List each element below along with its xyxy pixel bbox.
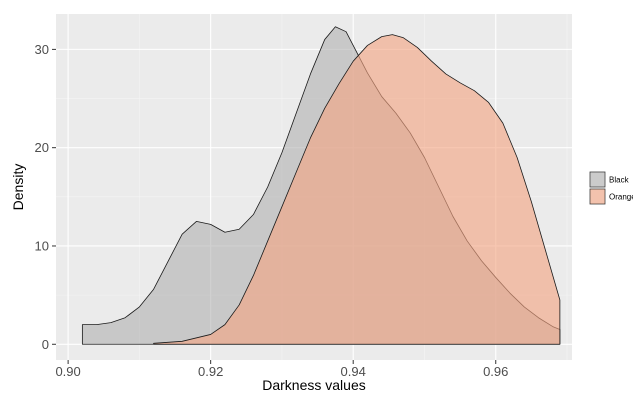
y-tick-label: 0 <box>42 337 49 352</box>
x-axis: 0.90 0.92 0.94 0.96 <box>55 360 508 379</box>
x-axis-title: Darkness values <box>262 377 366 393</box>
density-areas <box>81 26 561 345</box>
legend-swatch-orange <box>589 188 606 205</box>
y-tick-label: 30 <box>35 42 49 57</box>
y-axis-title: Density <box>10 164 26 211</box>
legend-swatch-black <box>589 171 606 188</box>
x-tick-label: 0.96 <box>483 364 508 379</box>
legend-label-orange: Orange <box>609 193 633 202</box>
legend-label-black: Black <box>609 176 630 185</box>
legend: Black Orange <box>589 171 633 205</box>
x-tick-label: 0.94 <box>341 364 366 379</box>
x-tick-label: 0.90 <box>55 364 80 379</box>
y-tick-label: 20 <box>35 140 49 155</box>
y-tick-label: 10 <box>35 238 49 253</box>
x-tick-label: 0.92 <box>198 364 223 379</box>
density-area-orange <box>153 34 561 345</box>
y-axis: 0 10 20 30 <box>35 42 56 352</box>
